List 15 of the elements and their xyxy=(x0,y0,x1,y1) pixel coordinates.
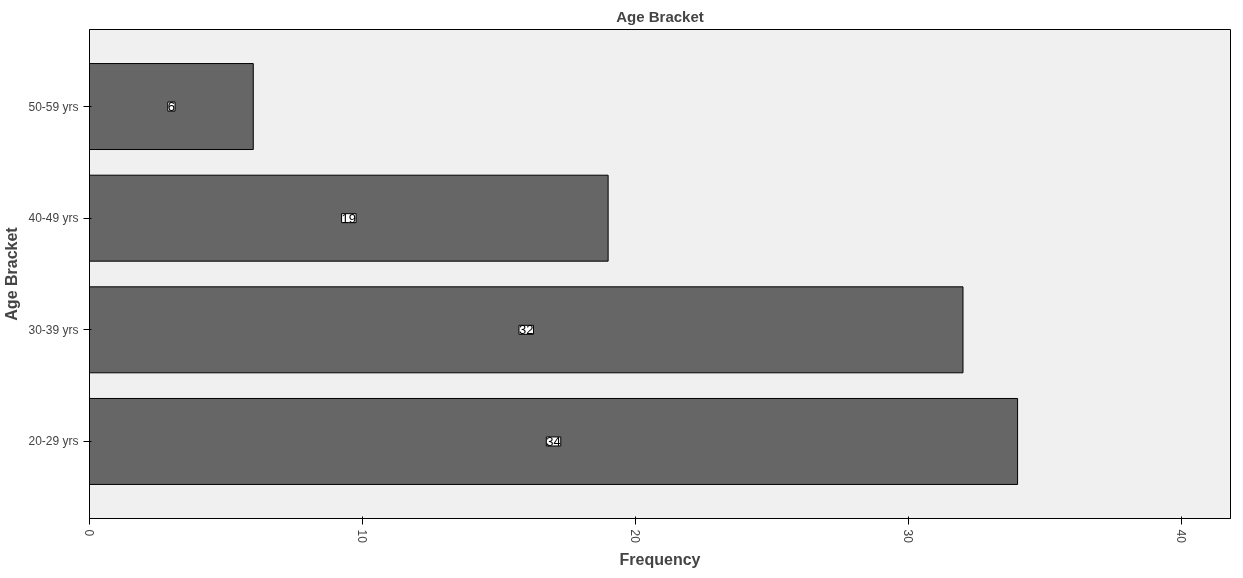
chart-title: Age Bracket xyxy=(616,7,704,25)
x-tick-label: 30 xyxy=(900,529,915,544)
data-label: 6 xyxy=(167,99,176,115)
y-tick-label: 20-29 yrs xyxy=(28,434,79,449)
x-tick-label: 10 xyxy=(354,529,369,544)
x-tick-label: 20 xyxy=(627,529,642,544)
y-tick-label: 40-49 yrs xyxy=(28,211,79,226)
data-label: 32 xyxy=(519,322,534,338)
x-axis-title: Frequency xyxy=(619,550,701,568)
x-tick-label: 0 xyxy=(82,529,96,537)
y-tick-label: 30-39 yrs xyxy=(28,322,79,337)
data-label: 19 xyxy=(341,210,357,226)
y-tick-label: 50-59 yrs xyxy=(28,99,79,114)
x-tick-label: 40 xyxy=(1173,529,1188,544)
y-axis-title: Age Bracket xyxy=(3,226,21,321)
